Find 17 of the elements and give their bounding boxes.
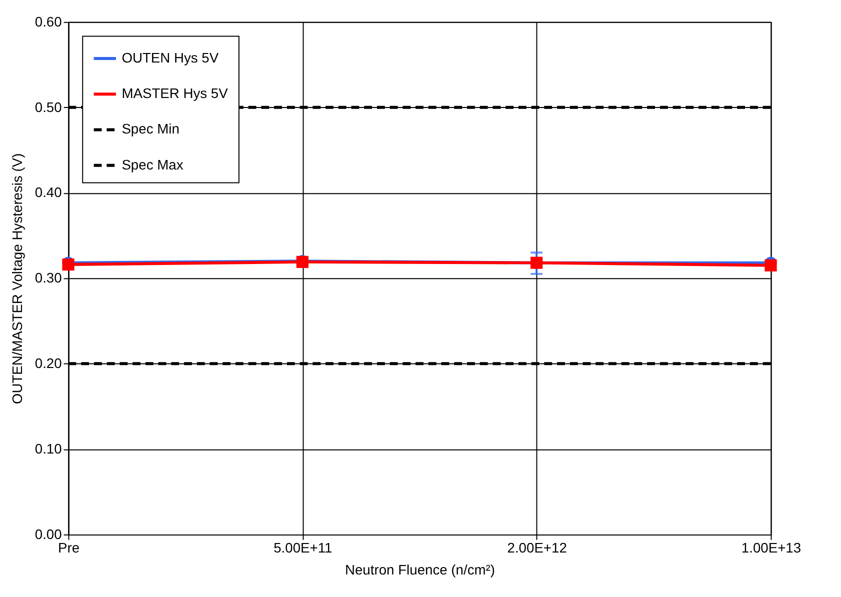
y-tick-label: 0.60 — [34, 13, 62, 30]
legend-label: OUTEN Hys 5V — [122, 49, 220, 66]
x-axis-title: Neutron Fluence (n/cm²) — [344, 562, 496, 578]
y-axis-title: OUTEN/MASTER Voltage Hysteresis (V) — [9, 153, 26, 404]
y-tick-label: 0.40 — [34, 184, 62, 200]
x-tick-label: 1.00E+13 — [741, 540, 802, 556]
x-tick-label: 2.00E+12 — [507, 540, 567, 556]
y-tick-label: 0.00 — [34, 526, 62, 542]
x-tick-label: Pre — [58, 540, 80, 556]
legend-label: Spec Max — [122, 156, 184, 172]
legend-label: Spec Min — [122, 120, 180, 137]
y-tick-label: 0.20 — [34, 355, 62, 372]
y-tick-label: 0.10 — [34, 440, 62, 456]
y-tick-label: 0.50 — [34, 98, 62, 115]
legend-label: MASTER Hys 5V — [122, 85, 229, 102]
x-tick-label: 5.00E+11 — [274, 540, 333, 556]
y-tick-label: 0.30 — [34, 270, 62, 286]
